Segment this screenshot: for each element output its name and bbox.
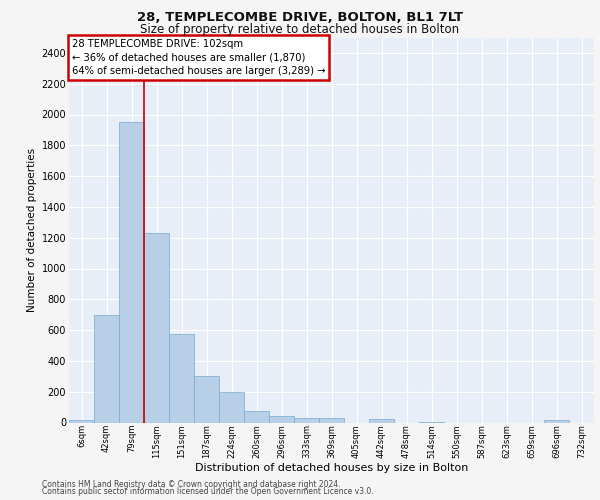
Bar [119,122,144,422]
Bar [144,233,169,422]
Bar [319,418,344,422]
Text: Contains public sector information licensed under the Open Government Licence v3: Contains public sector information licen… [42,487,374,496]
Bar [169,334,194,422]
Bar [269,416,294,422]
Bar [219,392,244,422]
Y-axis label: Number of detached properties: Number of detached properties [28,148,37,312]
Bar [194,376,219,422]
Bar [294,418,319,422]
Bar [94,314,119,422]
Text: Size of property relative to detached houses in Bolton: Size of property relative to detached ho… [140,22,460,36]
Text: Contains HM Land Registry data © Crown copyright and database right 2024.: Contains HM Land Registry data © Crown c… [42,480,341,489]
Text: 28 TEMPLECOMBE DRIVE: 102sqm
← 36% of detached houses are smaller (1,870)
64% of: 28 TEMPLECOMBE DRIVE: 102sqm ← 36% of de… [71,40,325,76]
Bar [369,418,394,422]
Bar [69,420,94,422]
Bar [544,420,569,422]
Bar [244,411,269,422]
X-axis label: Distribution of detached houses by size in Bolton: Distribution of detached houses by size … [195,464,468,473]
Text: 28, TEMPLECOMBE DRIVE, BOLTON, BL1 7LT: 28, TEMPLECOMBE DRIVE, BOLTON, BL1 7LT [137,11,463,24]
